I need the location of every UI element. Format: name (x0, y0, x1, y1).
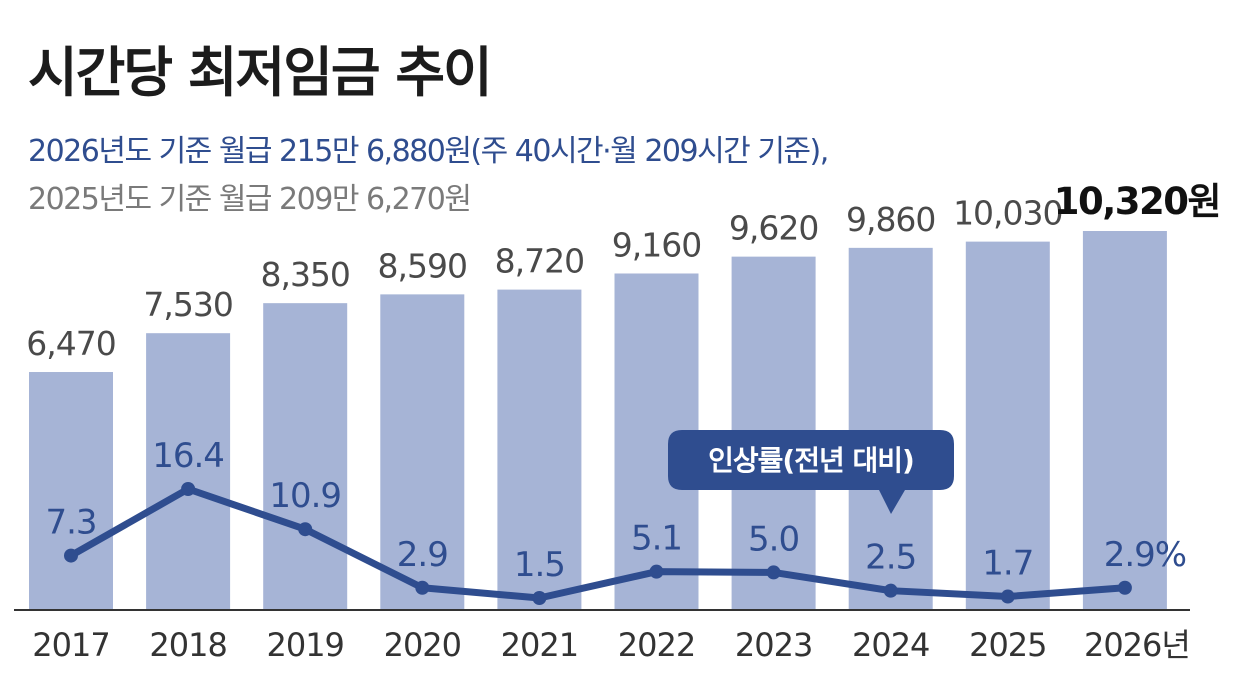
subtitle-2025-wage: 2025년도 기준 월급 209만 6,270원 (28, 182, 472, 217)
bar-value-label-2018: 7,530 (143, 285, 232, 324)
rate-label-2026: 2.9% (1104, 535, 1186, 575)
rate-label-2024: 2.5 (865, 538, 916, 578)
rate-point-2020 (415, 580, 430, 595)
bar-2024 (848, 247, 933, 610)
legend-speech-bubble (668, 430, 954, 514)
subtitle-2026-wage: 2026년도 기준 월급 215만 6,880원(주 40시간·월 209시간 … (28, 134, 829, 169)
rate-label-2025: 1.7 (982, 544, 1033, 584)
rate-point-2019 (298, 522, 313, 537)
year-label-2018: 2018 (149, 626, 226, 664)
bar-value-label-2025: 10,030 (953, 194, 1062, 233)
bar-value-label-2023: 9,620 (729, 209, 818, 248)
bar-value-label-2021: 8,720 (495, 242, 584, 281)
year-label-2022: 2022 (618, 626, 695, 664)
rate-legend-callout: 인상률(전년 대비) (668, 430, 954, 514)
bar-value-label-2026: 10,320원 (1054, 180, 1220, 223)
year-label-2024: 2024 (852, 626, 929, 664)
bar-series (29, 231, 1167, 610)
rate-point-2025 (1000, 589, 1015, 604)
rate-label-2019: 10.9 (269, 476, 341, 516)
bar-2018 (146, 333, 231, 609)
year-label-2020: 2020 (384, 626, 461, 664)
rate-line-path (67, 485, 1129, 602)
rate-point-2022 (649, 564, 664, 579)
rate-point-2018 (181, 482, 196, 496)
rate-label-2017: 7.3 (45, 503, 96, 543)
rate-point-2026 (1117, 580, 1132, 595)
rate-point-2024 (883, 583, 898, 598)
bar-2026 (1082, 231, 1167, 609)
rate-point-2021 (532, 591, 547, 605)
bar-value-label-2020: 8,590 (378, 246, 467, 285)
bar-2017 (29, 372, 113, 609)
year-label-2017: 2017 (32, 626, 109, 664)
bar-2021 (497, 289, 582, 609)
bar-value-label-2017: 6,470 (26, 324, 115, 363)
year-label-2021: 2021 (501, 626, 578, 664)
bar-value-labels: 6,470 7,530 8,350 8,590 8,720 9,160 9,620 9,860… (26, 180, 1221, 363)
rate-label-2018: 16.4 (152, 436, 224, 476)
rate-point-2017 (64, 548, 78, 563)
bar-value-label-2019: 8,350 (260, 255, 349, 294)
year-label-2019: 2019 (266, 626, 343, 664)
rate-label-2020: 2.9 (397, 535, 448, 575)
rate-point-2023 (766, 565, 781, 580)
x-axis-tick-labels: 2017 2018 2019 2020 2021 2022 2023 2024 2025 2026… (32, 626, 1191, 664)
bar-2020 (380, 294, 465, 609)
year-label-2025: 2025 (969, 626, 1046, 664)
chart-title: 시간당 최저임금 추이 (28, 41, 493, 104)
rate-label-2022: 5.1 (631, 519, 682, 559)
legend-label: 인상률(전년 대비) (708, 444, 914, 477)
year-label-2023: 2023 (735, 626, 812, 664)
rate-label-2023: 5.0 (748, 519, 799, 559)
rate-label-2021: 1.5 (514, 545, 565, 585)
bar-2025 (965, 241, 1050, 610)
bar-value-label-2022: 9,160 (612, 225, 701, 264)
bar-2019 (263, 303, 348, 609)
rate-line-series: 7.3 16.4 10.9 2.9 1.5 5.1 5.0 2.5 1.7 2.9% (45, 436, 1187, 605)
bar-value-label-2024: 9,860 (846, 200, 935, 239)
year-label-2026: 2026년 (1084, 626, 1190, 664)
